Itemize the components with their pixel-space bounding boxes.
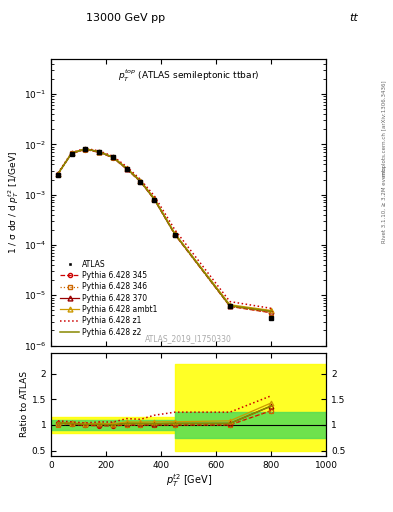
Y-axis label: 1 / σ dσ / d $p_T^{t2}$ [1/GeV]: 1 / σ dσ / d $p_T^{t2}$ [1/GeV] [6, 151, 21, 254]
X-axis label: $p_T^{t2}$ [GeV]: $p_T^{t2}$ [GeV] [165, 472, 212, 489]
Text: $p_T^{top}$ (ATLAS semileptonic ttbar): $p_T^{top}$ (ATLAS semileptonic ttbar) [118, 68, 259, 84]
Text: ATLAS_2019_I1750330: ATLAS_2019_I1750330 [145, 334, 232, 343]
Y-axis label: Ratio to ATLAS: Ratio to ATLAS [20, 372, 29, 437]
Text: mcplots.cern.ch [arXiv:1306.3436]: mcplots.cern.ch [arXiv:1306.3436] [382, 80, 387, 176]
Text: 13000 GeV pp: 13000 GeV pp [86, 13, 165, 23]
Text: Rivet 3.1.10, ≥ 3.2M events: Rivet 3.1.10, ≥ 3.2M events [382, 166, 387, 243]
Text: tt: tt [349, 13, 358, 23]
Legend: ATLAS, Pythia 6.428 345, Pythia 6.428 346, Pythia 6.428 370, Pythia 6.428 ambt1,: ATLAS, Pythia 6.428 345, Pythia 6.428 34… [58, 258, 160, 339]
